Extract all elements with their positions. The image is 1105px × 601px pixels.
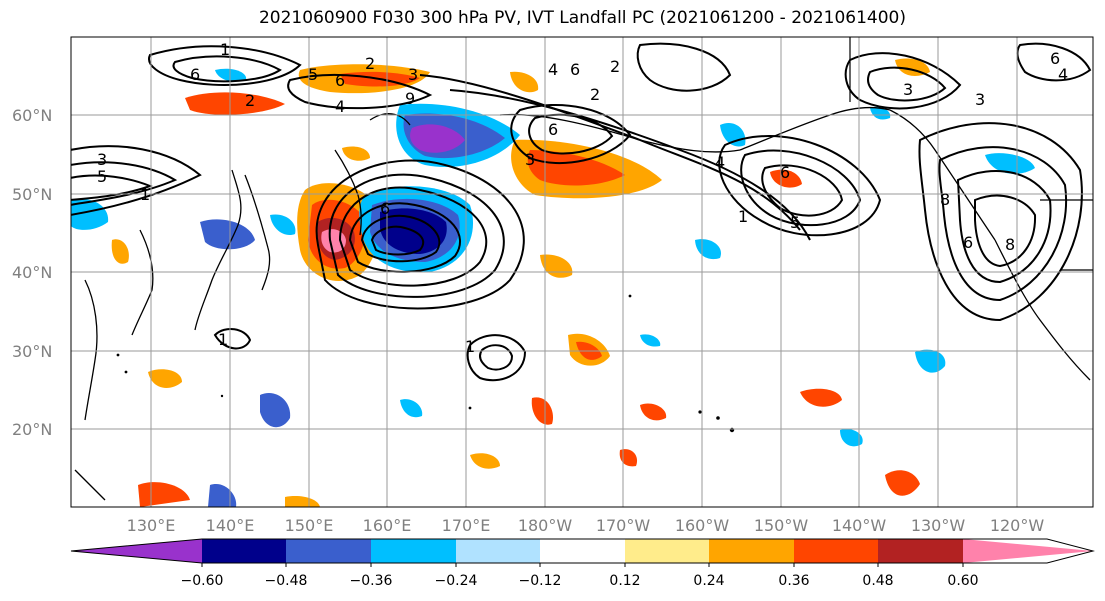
colorbar-ticks: −0.60 −0.48 −0.36 −0.24 −0.12 0.12 0.24 0.36 0.4… bbox=[181, 563, 979, 589]
contour-label-3e: 3 bbox=[975, 90, 985, 109]
colorbar-swatch bbox=[456, 539, 540, 563]
colorbar-tick-label: −0.36 bbox=[350, 573, 393, 589]
lon-label-140w: 140°W bbox=[832, 516, 887, 535]
contour-label-5: 5 bbox=[97, 167, 107, 186]
map-title: 2021060900 F030 300 hPa PV, IVT Landfall… bbox=[258, 8, 906, 28]
lat-label-40n: 40°N bbox=[12, 263, 52, 282]
contour-label-1c: 1 bbox=[738, 207, 748, 226]
colorbar-swatch bbox=[540, 539, 625, 563]
lat-label-20n: 20°N bbox=[12, 420, 52, 439]
colorbar-tick-label: −0.60 bbox=[181, 573, 224, 589]
contour-label-4d: 4 bbox=[1058, 65, 1068, 84]
contour-label-2: 2 bbox=[245, 91, 255, 110]
map-frame bbox=[70, 36, 1094, 508]
contour-label-3: 3 bbox=[97, 150, 107, 169]
contour-label-3d: 3 bbox=[903, 80, 913, 99]
contour-label-6g: 6 bbox=[963, 233, 973, 252]
pv-negative-shading bbox=[71, 68, 1035, 507]
colorbar-swatch bbox=[71, 539, 202, 563]
contour-label-1e: 1 bbox=[465, 337, 475, 356]
contour-label-1: 1 bbox=[140, 185, 150, 204]
lon-label-150w: 150°W bbox=[754, 516, 809, 535]
map-panel: 3 5 1 6 1 2 5 6 2 3 4 9 4 6 2 2 6 3 6 1 bbox=[70, 36, 1094, 508]
lon-label-140e: 140°E bbox=[206, 516, 255, 535]
contour-label-4b: 4 bbox=[548, 60, 558, 79]
colorbar-tick-label: 0.24 bbox=[693, 573, 724, 589]
colorbar-tick-label: −0.48 bbox=[265, 573, 308, 589]
colorbar-swatch bbox=[709, 539, 794, 563]
pv-positive-shading bbox=[111, 58, 930, 507]
colorbar-tick-label: 0.48 bbox=[862, 573, 893, 589]
lon-label-150e: 150°E bbox=[285, 516, 334, 535]
latitude-labels: 60°N 50°N 40°N 30°N 20°N bbox=[12, 106, 52, 439]
contour-label-2d: 2 bbox=[590, 85, 600, 104]
lat-label-50n: 50°N bbox=[12, 185, 52, 204]
contour-label-6d: 6 bbox=[548, 120, 558, 139]
colorbar-swatch bbox=[625, 539, 709, 563]
contour-label-6f: 6 bbox=[780, 163, 790, 182]
political-borders bbox=[849, 37, 1093, 271]
colorbar-swatch bbox=[794, 539, 878, 563]
contour-label-6h: 6 bbox=[1050, 49, 1060, 68]
contour-label-5b: 5 bbox=[308, 65, 318, 84]
colorbar-swatch bbox=[371, 539, 456, 563]
lon-label-160w: 160°W bbox=[675, 516, 730, 535]
contour-label-3b: 3 bbox=[408, 65, 418, 84]
contour-label-6b: 6 bbox=[335, 71, 345, 90]
contour-label-8: 8 bbox=[940, 190, 950, 209]
contour-label-4c: 4 bbox=[715, 153, 725, 172]
contour-label-6e: 6 bbox=[380, 199, 390, 218]
contour-labels: 3 5 1 6 1 2 5 6 2 3 4 9 4 6 2 2 6 3 6 1 bbox=[97, 40, 1068, 356]
contour-label-6c: 6 bbox=[570, 60, 580, 79]
contour-label-2c: 2 bbox=[610, 57, 620, 76]
colorbar-tick-label: −0.24 bbox=[435, 573, 478, 589]
lat-label-60n: 60°N bbox=[12, 106, 52, 125]
lon-label-170e: 170°E bbox=[442, 516, 491, 535]
colorbar-tick-label: −0.12 bbox=[519, 573, 562, 589]
gridlines bbox=[71, 37, 1093, 507]
contour-label-1d: 1 bbox=[218, 330, 228, 349]
colorbar: −0.60 −0.48 −0.36 −0.24 −0.12 0.12 0.24 0.36 0.4… bbox=[70, 538, 1095, 589]
contour-label-2b: 2 bbox=[365, 54, 375, 73]
lat-label-30n: 30°N bbox=[12, 342, 52, 361]
colorbar-swatch bbox=[202, 539, 286, 563]
contour-label-1b: 1 bbox=[220, 40, 230, 59]
contour-label-5c: 5 bbox=[790, 213, 800, 232]
contour-label-4: 4 bbox=[335, 97, 345, 116]
coastlines bbox=[74, 106, 1091, 501]
colorbar-swatches bbox=[70, 538, 1095, 564]
colorbar-tick-label: 0.12 bbox=[609, 573, 640, 589]
longitude-labels: 130°E 140°E 150°E 160°E 170°E 180°W 170°… bbox=[127, 516, 1045, 535]
colorbar-tick-label: 0.36 bbox=[778, 573, 809, 589]
contour-label-8b: 8 bbox=[1005, 235, 1015, 254]
lon-label-160e: 160°E bbox=[363, 516, 412, 535]
lon-label-130e: 130°E bbox=[127, 516, 176, 535]
colorbar-swatch bbox=[878, 539, 963, 563]
contour-label-6: 6 bbox=[190, 65, 200, 84]
lon-label-120w: 120°W bbox=[990, 516, 1045, 535]
lon-label-130w: 130°W bbox=[911, 516, 966, 535]
colorbar-tick-label: 0.60 bbox=[947, 573, 978, 589]
lon-label-180w: 180°W bbox=[518, 516, 573, 535]
contour-label-9: 9 bbox=[405, 89, 415, 108]
lon-label-170w: 170°W bbox=[596, 516, 651, 535]
colorbar-swatch bbox=[963, 539, 1093, 563]
contour-label-3c: 3 bbox=[525, 150, 535, 169]
colorbar-swatch bbox=[286, 539, 371, 563]
